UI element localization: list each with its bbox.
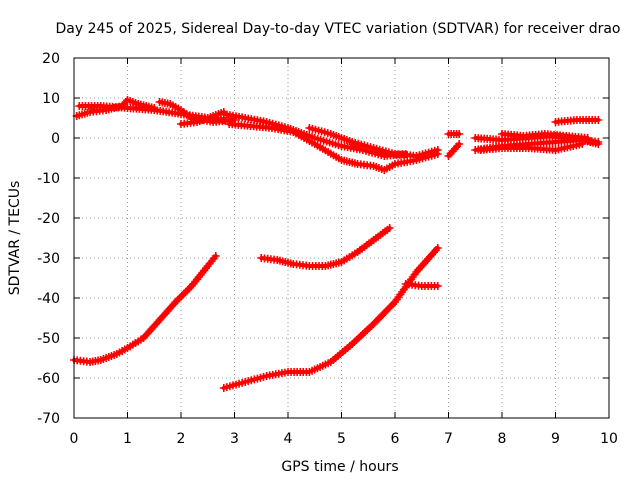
y-tick-label: -70 xyxy=(37,411,60,427)
y-axis-label: SDTVAR / TECUs xyxy=(7,181,23,296)
series-arc-9 xyxy=(444,130,464,138)
data-point xyxy=(211,252,220,260)
x-tick-label: 0 xyxy=(70,431,79,447)
data-point xyxy=(594,116,603,124)
data-point xyxy=(433,282,442,290)
series-trace xyxy=(221,246,440,390)
series-arc-12 xyxy=(498,130,592,142)
x-tick-label: 3 xyxy=(230,431,239,447)
series-arc-14 xyxy=(551,116,603,126)
y-tick-label: -60 xyxy=(37,371,60,387)
series-arc-17 xyxy=(219,244,442,392)
x-tick-label: 10 xyxy=(600,431,618,447)
axis-ticks: 0 1 2 3 4 5 6 7 8 9 10 -70 -60 -50 -40 -30 -20 -10 0 10 20 xyxy=(37,51,618,447)
data-point xyxy=(583,134,592,142)
x-axis-label: GPS time / hours xyxy=(281,459,398,475)
series-arc-8 xyxy=(444,140,464,160)
y-tick-label: -30 xyxy=(37,251,60,267)
x-tick-label: 5 xyxy=(337,431,346,447)
series-arc-18 xyxy=(401,280,442,290)
series-arc-5 xyxy=(219,110,410,160)
series-arc-15 xyxy=(70,252,220,366)
data-point xyxy=(385,224,394,232)
series-arc-16 xyxy=(257,224,394,270)
data-point xyxy=(594,140,603,148)
data-point xyxy=(455,130,464,138)
chart-title: Day 245 of 2025, Sidereal Day-to-day VTE… xyxy=(55,21,620,37)
y-tick-label: -40 xyxy=(37,291,60,307)
x-tick-label: 6 xyxy=(391,431,400,447)
series-trace xyxy=(72,254,218,364)
y-tick-label: -50 xyxy=(37,331,60,347)
y-tick-label: -20 xyxy=(37,211,60,227)
y-tick-label: 10 xyxy=(42,91,60,107)
x-tick-label: 2 xyxy=(177,431,186,447)
series-arc-13 xyxy=(476,140,587,154)
series-arc-7 xyxy=(305,124,442,160)
data-point xyxy=(433,146,442,154)
data-point xyxy=(455,140,464,148)
data-point xyxy=(578,140,587,148)
y-tick-label: 0 xyxy=(51,131,60,147)
y-tick-label: 20 xyxy=(42,51,60,67)
y-tick-label: -10 xyxy=(37,171,60,187)
x-tick-label: 7 xyxy=(444,431,453,447)
data-series xyxy=(70,96,603,392)
x-tick-label: 8 xyxy=(498,431,507,447)
series-arc-6 xyxy=(225,120,442,174)
x-tick-label: 9 xyxy=(551,431,560,447)
x-tick-label: 1 xyxy=(123,431,132,447)
data-point xyxy=(433,244,442,252)
x-tick-label: 4 xyxy=(284,431,293,447)
